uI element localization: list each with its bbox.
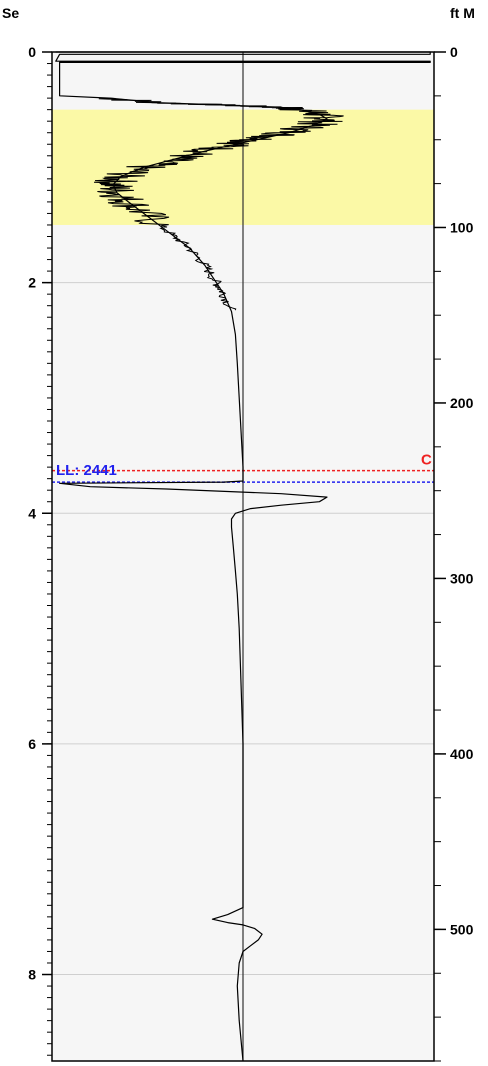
right-tick-label: 100 <box>450 219 474 235</box>
left-tick-label: 8 <box>28 967 36 983</box>
left-tick-label: 2 <box>28 275 36 291</box>
plot-frame <box>51 51 435 1062</box>
right-axis-title: ft M <box>450 5 475 21</box>
right-tick-label: 0 <box>450 44 458 60</box>
left-tick-label: 4 <box>28 505 36 521</box>
right-tick-label: 200 <box>450 395 474 411</box>
right-tick-label: 400 <box>450 746 474 762</box>
series-noise <box>93 97 344 311</box>
right-tick-label: 300 <box>450 570 474 586</box>
right-tick-label: 500 <box>450 921 474 937</box>
left-axis-title: Se <box>2 5 19 21</box>
left-tick-label: 0 <box>28 44 36 60</box>
marker-label-c: C <box>421 452 432 469</box>
marker-label-ll: LL: 2441 <box>56 462 117 479</box>
left-tick-label: 6 <box>28 736 36 752</box>
